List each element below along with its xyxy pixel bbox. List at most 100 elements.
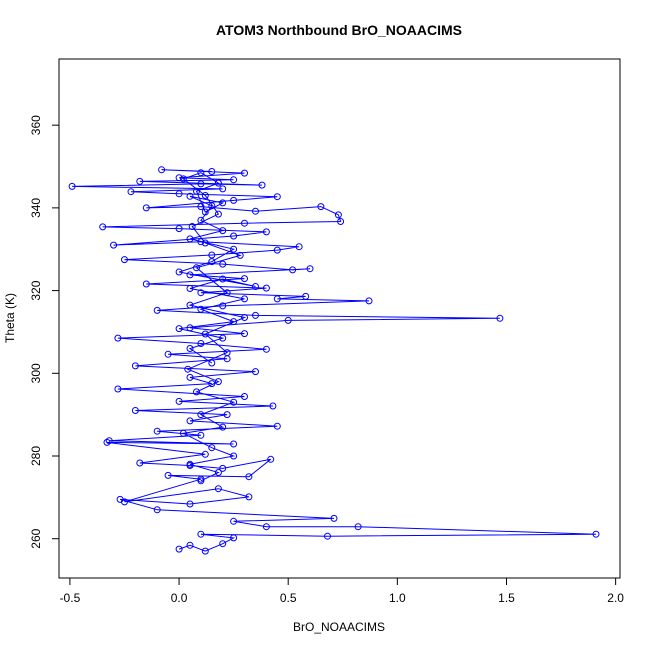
data-point bbox=[193, 264, 200, 272]
data-point bbox=[219, 199, 227, 207]
data-point bbox=[208, 258, 216, 266]
data-point bbox=[324, 532, 331, 540]
data-point bbox=[219, 334, 227, 342]
data-point bbox=[241, 275, 248, 283]
data-point bbox=[236, 251, 244, 259]
data-point bbox=[219, 540, 227, 548]
data-point bbox=[105, 437, 113, 445]
data-point bbox=[262, 284, 270, 292]
data-point bbox=[262, 228, 270, 236]
data-point bbox=[214, 179, 222, 187]
data-point bbox=[223, 411, 231, 419]
data-point bbox=[262, 523, 270, 531]
data-point bbox=[201, 330, 209, 338]
data-point bbox=[184, 365, 192, 373]
data-point bbox=[230, 196, 238, 204]
data-point bbox=[186, 285, 194, 292]
data-point bbox=[241, 314, 248, 321]
data-point bbox=[496, 314, 504, 322]
data-point bbox=[121, 256, 128, 264]
data-point bbox=[354, 523, 362, 531]
data-point bbox=[223, 289, 231, 297]
data-point bbox=[252, 283, 259, 290]
data-point bbox=[186, 500, 194, 508]
data-point bbox=[186, 301, 194, 309]
data-point bbox=[273, 422, 281, 430]
data-point bbox=[197, 411, 205, 419]
data-point bbox=[241, 219, 248, 227]
data-point bbox=[197, 289, 205, 297]
x-axis: -0.5 0.0 0.5 1.0 1.5 2.0 bbox=[60, 577, 624, 605]
data-point bbox=[153, 427, 161, 435]
x-axis-label: BrO_NOAACIMS bbox=[293, 620, 385, 634]
data-point bbox=[214, 469, 222, 476]
data-point bbox=[241, 393, 248, 400]
data-point bbox=[175, 174, 183, 182]
data-point bbox=[197, 180, 205, 188]
data-point bbox=[175, 268, 183, 276]
data-point bbox=[284, 316, 292, 324]
data-point bbox=[197, 203, 205, 211]
data-point bbox=[245, 493, 253, 501]
data-point bbox=[114, 385, 122, 393]
data-point bbox=[219, 464, 227, 472]
data-point bbox=[136, 177, 144, 185]
data-point bbox=[193, 388, 200, 396]
data-point bbox=[306, 265, 314, 273]
data-point bbox=[219, 260, 227, 268]
data-point bbox=[208, 168, 216, 175]
data-point bbox=[197, 431, 205, 439]
data-point bbox=[179, 429, 187, 437]
data-point bbox=[289, 266, 297, 274]
y-tick-label: 320 bbox=[29, 280, 43, 300]
data-point bbox=[208, 444, 216, 452]
data-point bbox=[164, 471, 172, 479]
data-point bbox=[214, 485, 222, 493]
data-point bbox=[334, 211, 342, 219]
data-point bbox=[317, 203, 325, 211]
y-tick-label: 340 bbox=[29, 198, 43, 218]
data-point bbox=[197, 340, 205, 347]
data-point bbox=[179, 175, 187, 183]
data-point bbox=[114, 334, 122, 342]
data-point bbox=[142, 204, 150, 212]
data-point bbox=[230, 232, 238, 240]
data-point bbox=[245, 473, 253, 481]
data-point bbox=[214, 378, 222, 386]
data-point bbox=[153, 306, 161, 314]
data-point bbox=[186, 373, 194, 381]
data-point bbox=[201, 192, 209, 199]
data-point bbox=[295, 243, 303, 251]
data-point bbox=[262, 345, 270, 353]
data-point bbox=[230, 318, 238, 326]
data-point bbox=[175, 325, 183, 333]
data-point bbox=[175, 190, 183, 198]
series-0-line bbox=[72, 169, 597, 552]
y-tick-label: 260 bbox=[29, 528, 43, 548]
data-point bbox=[193, 187, 200, 195]
x-tick-label: -0.5 bbox=[60, 591, 81, 605]
data-point bbox=[175, 545, 183, 553]
data-point bbox=[267, 455, 275, 463]
data-point bbox=[186, 345, 194, 352]
data-point bbox=[219, 302, 227, 310]
data-point bbox=[230, 534, 238, 542]
data-point bbox=[273, 246, 281, 254]
data-point bbox=[241, 295, 248, 303]
data-point bbox=[131, 362, 139, 370]
data-point bbox=[365, 297, 373, 305]
data-point bbox=[258, 181, 266, 189]
data-point bbox=[158, 166, 166, 174]
data-point bbox=[208, 251, 216, 259]
data-point bbox=[269, 402, 277, 410]
data-point bbox=[252, 207, 259, 215]
plot-clip-group bbox=[68, 166, 600, 555]
data-point bbox=[197, 169, 205, 177]
y-axis-label: Theta (K) bbox=[3, 293, 17, 343]
data-point bbox=[230, 440, 238, 448]
data-point bbox=[241, 169, 248, 177]
data-point bbox=[230, 245, 238, 253]
data-point bbox=[197, 305, 205, 313]
data-point bbox=[186, 541, 194, 549]
